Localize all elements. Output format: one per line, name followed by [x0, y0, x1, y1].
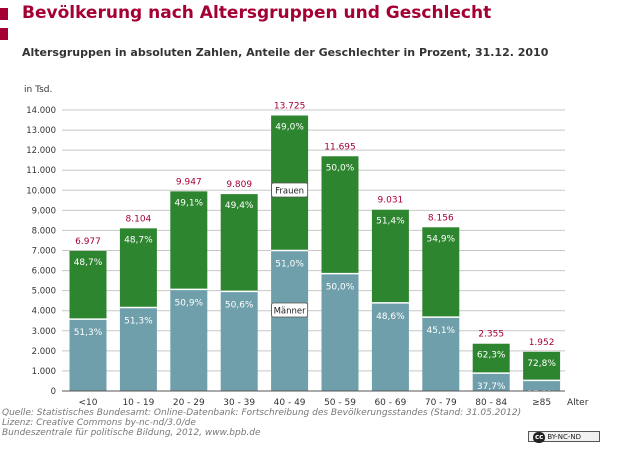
y-tick-label: 11.000: [26, 166, 56, 176]
bar-frauen: [472, 343, 510, 374]
total-label: 9.031: [378, 196, 404, 206]
y-tick-label: 4.000: [32, 307, 56, 317]
total-label: 13.725: [274, 102, 306, 112]
bar-frauen: [69, 250, 107, 320]
percent-label-frauen: 48,7%: [74, 258, 103, 268]
bar-maenner: [170, 289, 208, 391]
bar-maenner: [523, 380, 561, 391]
y-tick-label: 1.000: [32, 367, 56, 377]
percent-label-frauen: 48,7%: [124, 235, 153, 245]
y-tick-label: 14.000: [26, 106, 56, 116]
percent-label-maenner: 37,7%: [477, 382, 506, 392]
subtitle-accent-bar: [0, 28, 8, 40]
percent-label-frauen: 72,8%: [527, 359, 556, 369]
source-line-3: Bundeszentrale für politische Bildung, 2…: [2, 428, 261, 438]
bar-maenner: [69, 319, 107, 391]
bar-frauen: [170, 191, 208, 290]
x-tick-label: 70 - 79: [425, 398, 457, 408]
y-tick-label: 6.000: [32, 267, 56, 277]
percent-label-maenner: 48,6%: [376, 312, 405, 322]
y-tick-label: 7.000: [32, 247, 56, 257]
bar-maenner: [422, 317, 460, 391]
bar-frauen: [422, 227, 460, 318]
percent-label-maenner: 51,3%: [74, 328, 103, 338]
legend-maenner-box: [271, 302, 309, 318]
percent-label-maenner: 50,6%: [225, 300, 254, 310]
bar-frauen: [371, 209, 409, 303]
chart-title: Bevölkerung nach Altersgruppen und Gesch…: [22, 3, 492, 23]
bar-maenner: [271, 250, 309, 391]
x-tick-label: 10 - 19: [122, 398, 154, 408]
y-tick-label: 8.000: [32, 226, 56, 236]
y-tick-label: 10.000: [26, 186, 56, 196]
legend-frauen-box: [271, 182, 309, 198]
total-label: 8.104: [126, 214, 152, 224]
x-tick-label: ≥85: [532, 398, 551, 408]
bar-maenner: [371, 302, 409, 391]
percent-label-maenner: 27,2%: [527, 389, 556, 399]
bar-maenner: [321, 273, 359, 391]
percent-label-frauen: 62,3%: [477, 351, 506, 361]
percent-label-maenner: 50,0%: [326, 283, 355, 293]
x-axis-label: Alter: [567, 398, 589, 408]
total-label: 8.156: [428, 213, 454, 223]
percent-label-maenner: 45,1%: [427, 326, 456, 336]
bar-maenner: [220, 291, 258, 391]
bar-maenner: [472, 373, 510, 391]
bar-maenner: [119, 307, 157, 391]
percent-label-frauen: 54,9%: [427, 234, 456, 244]
total-label: 2.355: [478, 330, 504, 340]
x-tick-label: <10: [79, 398, 98, 408]
y-tick-label: 3.000: [32, 327, 56, 337]
source-note: Quelle: Statistisches Bundesamt: Online-…: [2, 408, 521, 438]
x-tick-label: 60 - 69: [374, 398, 406, 408]
y-tick-label: 0: [51, 387, 56, 397]
total-label: 6.977: [75, 237, 101, 247]
y-tick-label: 13.000: [26, 126, 56, 136]
x-tick-label: 20 - 29: [173, 398, 205, 408]
license-badge[interactable]: cc BY-NC-ND: [528, 431, 600, 443]
percent-label-frauen: 50,0%: [326, 163, 355, 173]
y-tick-label: 2.000: [32, 347, 56, 357]
x-tick-label: 30 - 39: [223, 398, 255, 408]
bar-frauen: [321, 156, 359, 274]
chart-subtitle: Altersgruppen in absoluten Zahlen, Antei…: [22, 46, 549, 59]
total-label: 11.695: [324, 142, 356, 152]
legend-maenner: Männer: [274, 307, 307, 317]
source-line-1: Quelle: Statistisches Bundesamt: Online-…: [2, 408, 522, 418]
y-tick-label: 5.000: [32, 287, 56, 297]
x-tick-label: 40 - 49: [274, 398, 306, 408]
source-line-2: Lizenz: Creative Commons by-nc-nd/3.0/de: [2, 418, 196, 428]
percent-label-maenner: 51,0%: [275, 260, 304, 270]
percent-label-frauen: 49,0%: [275, 123, 304, 133]
percent-label-maenner: 51,3%: [124, 317, 153, 327]
total-label: 9.947: [176, 177, 202, 187]
x-tick-label: 80 - 84: [475, 398, 507, 408]
legend-frauen: Frauen: [275, 187, 304, 197]
y-tick-label: 9.000: [32, 206, 56, 216]
total-label: 9.809: [226, 180, 252, 190]
total-label: 1.952: [529, 338, 555, 348]
y-tick-label: 12.000: [26, 146, 56, 156]
percent-label-frauen: 49,1%: [175, 198, 204, 208]
y-axis-label: in Tsd.: [24, 85, 53, 95]
percent-label-frauen: 51,4%: [376, 217, 405, 227]
license-badge-text: BY-NC-ND: [547, 433, 581, 441]
cc-icon: cc: [533, 432, 546, 443]
bar-frauen: [523, 351, 561, 381]
percent-label-maenner: 50,9%: [175, 298, 204, 308]
bar-frauen: [119, 228, 157, 308]
bar-frauen: [220, 194, 258, 292]
x-tick-label: 50 - 59: [324, 398, 356, 408]
title-accent-bar: [0, 8, 8, 20]
percent-label-frauen: 49,4%: [225, 201, 254, 211]
